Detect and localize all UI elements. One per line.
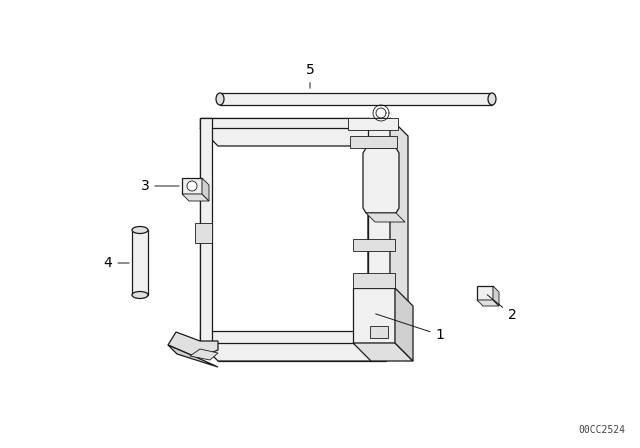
Polygon shape (477, 300, 499, 306)
Polygon shape (353, 273, 395, 288)
Polygon shape (395, 288, 413, 361)
Ellipse shape (216, 93, 224, 105)
Polygon shape (368, 118, 386, 361)
Polygon shape (182, 194, 209, 201)
Polygon shape (202, 178, 209, 201)
Polygon shape (195, 223, 212, 243)
Ellipse shape (132, 292, 148, 298)
Text: 5: 5 (306, 63, 314, 88)
Polygon shape (390, 118, 408, 361)
Circle shape (187, 181, 197, 191)
Text: 1: 1 (376, 314, 444, 342)
Text: 2: 2 (487, 295, 516, 322)
Polygon shape (200, 118, 212, 343)
Polygon shape (370, 326, 388, 338)
Polygon shape (200, 343, 386, 361)
Polygon shape (363, 148, 399, 213)
Text: 3: 3 (141, 179, 179, 193)
Text: 00CC2524: 00CC2524 (578, 425, 625, 435)
Polygon shape (353, 239, 395, 251)
Polygon shape (366, 213, 405, 222)
Polygon shape (348, 118, 398, 130)
Polygon shape (182, 178, 202, 194)
Polygon shape (353, 343, 413, 361)
Polygon shape (200, 331, 368, 343)
Polygon shape (218, 136, 386, 361)
Ellipse shape (132, 227, 148, 233)
Polygon shape (132, 230, 148, 295)
Polygon shape (350, 136, 397, 148)
Polygon shape (200, 118, 368, 128)
Polygon shape (220, 93, 492, 105)
Polygon shape (190, 349, 218, 360)
Text: 4: 4 (104, 256, 129, 270)
Polygon shape (200, 118, 368, 343)
Polygon shape (200, 128, 386, 146)
Polygon shape (477, 286, 493, 300)
Polygon shape (168, 332, 218, 358)
Polygon shape (493, 286, 499, 306)
Polygon shape (353, 288, 395, 343)
Polygon shape (168, 345, 218, 367)
Ellipse shape (488, 93, 496, 105)
Polygon shape (368, 118, 390, 343)
